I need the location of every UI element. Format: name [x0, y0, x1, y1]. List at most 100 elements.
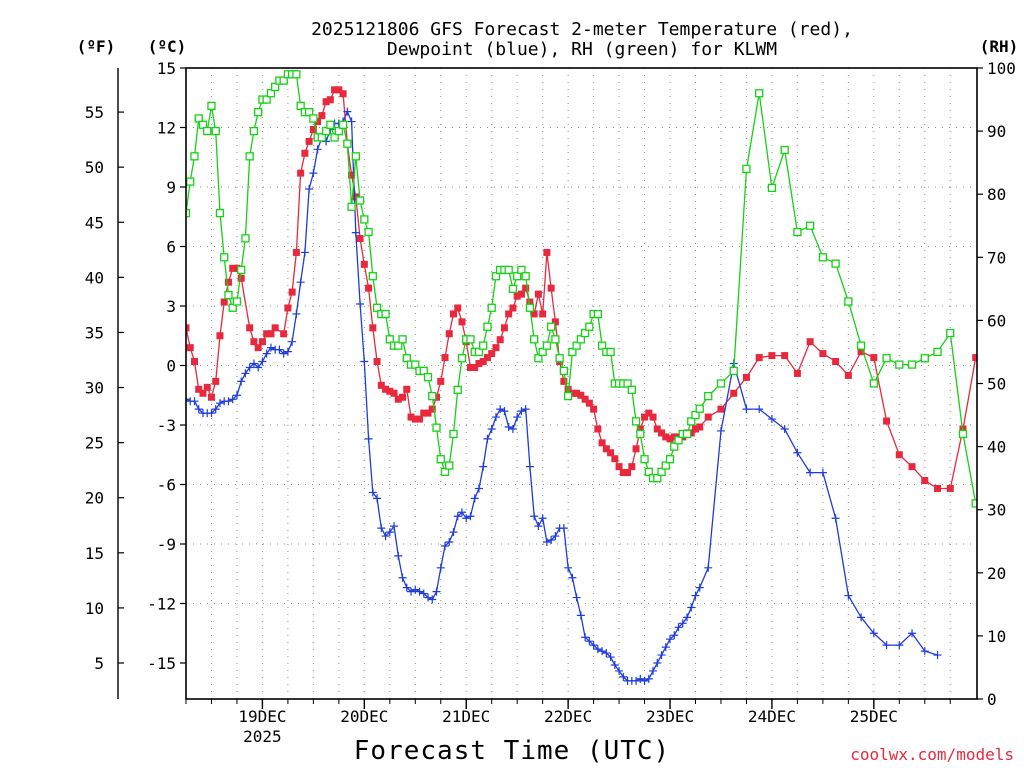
- temperature-point: [229, 264, 237, 272]
- x-axis-title: Forecast Time (UTC): [354, 736, 670, 766]
- dewpoint-point: [547, 536, 556, 545]
- temperature-point: [883, 417, 891, 425]
- dewpoint-point: [683, 613, 692, 622]
- fahrenheit-tick-label: 10: [85, 599, 104, 618]
- temperature-point: [369, 324, 377, 332]
- dewpoint-point: [559, 524, 568, 533]
- celsius-tick-label: -15: [147, 654, 176, 673]
- dewpoint-point: [300, 248, 309, 257]
- dewpoint-point: [483, 434, 492, 443]
- temperature-point: [666, 435, 674, 443]
- data-series: [186, 70, 977, 685]
- celsius-tick-label: 15: [157, 59, 176, 78]
- temperature-point: [335, 86, 343, 94]
- rh-point: [933, 347, 942, 357]
- rh-point: [521, 272, 530, 281]
- dewpoint-point: [351, 228, 360, 237]
- temperature-point: [190, 358, 198, 366]
- dewpoint-point: [895, 641, 904, 650]
- dewpoint-point: [296, 278, 305, 287]
- rh-point: [474, 347, 484, 357]
- temperature-point: [433, 393, 441, 401]
- dewpoint-point: [415, 587, 424, 596]
- fahrenheit-tick-label: 15: [85, 544, 104, 563]
- rh-tick-label: 100: [987, 59, 1016, 78]
- dewpoint-point: [190, 397, 199, 406]
- rh-point: [644, 467, 653, 476]
- dewpoint-point: [640, 676, 649, 685]
- temperature-point: [972, 354, 977, 362]
- temperature-point: [636, 425, 644, 433]
- rh-point: [347, 202, 356, 211]
- temperature-point: [203, 383, 211, 391]
- temperature-point: [356, 235, 364, 243]
- dewpoint-point: [598, 647, 607, 656]
- dewpoint-point: [755, 405, 764, 414]
- dewpoint-point: [593, 645, 602, 654]
- rh-point: [691, 410, 700, 420]
- rh-point: [428, 391, 437, 401]
- rh-point: [687, 417, 696, 426]
- rh-point: [364, 227, 373, 237]
- temperature-point: [441, 354, 449, 362]
- rh-point: [453, 385, 462, 394]
- rh-point: [296, 101, 305, 111]
- dewpoint-point: [368, 488, 377, 497]
- axes: -15-12-9-6-30369121551015202530354045505…: [85, 59, 1016, 746]
- dewpoint-point: [704, 563, 713, 572]
- temperature-point: [458, 318, 466, 326]
- temperature-point: [339, 90, 347, 98]
- temperature-point: [301, 149, 309, 157]
- dewpoint-point: [606, 653, 615, 662]
- temperature-point: [628, 463, 636, 471]
- temperature-point: [934, 484, 942, 492]
- temperature-point: [348, 171, 356, 179]
- rh-point: [576, 335, 586, 344]
- dewpoint-point: [491, 413, 500, 422]
- rh-point: [508, 284, 518, 294]
- dewpoint-point: [211, 405, 220, 414]
- rh-unit-label: (RH): [980, 37, 1019, 56]
- rh-point: [445, 461, 454, 470]
- rh-point: [585, 322, 594, 331]
- temperature-point: [420, 409, 428, 417]
- dewpoint-point: [381, 532, 390, 541]
- temperature-point: [360, 260, 368, 268]
- dewpoint-point: [364, 434, 373, 443]
- temperature-point: [263, 330, 271, 338]
- temperature-point: [284, 304, 292, 312]
- rh-point: [513, 272, 522, 281]
- temperature-point: [577, 391, 585, 399]
- rh-point: [661, 461, 670, 470]
- rh-point: [657, 467, 666, 476]
- dewpoint-point: [445, 538, 454, 547]
- rh-point: [742, 164, 751, 174]
- dewpoint-point: [780, 424, 789, 433]
- temperature-point: [258, 338, 266, 346]
- temperature-point: [806, 338, 814, 346]
- temperature-point: [513, 292, 521, 300]
- rh-point: [704, 391, 713, 401]
- rh-point: [895, 360, 904, 369]
- rh-point: [215, 208, 225, 218]
- dewpoint-point: [525, 462, 534, 471]
- rh-tick-label: 10: [987, 627, 1006, 646]
- dewpoint-point: [670, 631, 679, 640]
- dewpoint-point: [636, 674, 645, 683]
- x-date-label: 25DEC: [850, 707, 898, 726]
- dewpoint-point: [661, 643, 670, 652]
- rh-point: [805, 221, 815, 230]
- rh-point: [432, 423, 441, 432]
- temperature-point: [598, 439, 606, 447]
- dewpoint-point: [283, 347, 292, 356]
- dewpoint-point: [649, 666, 658, 675]
- dewpoint-point: [215, 399, 224, 408]
- rh-point: [398, 335, 407, 344]
- rh-point: [186, 177, 195, 186]
- rh-point: [572, 341, 581, 350]
- dewpoint-point: [674, 623, 683, 632]
- dewpoint-point: [632, 676, 641, 685]
- dewpoint-point: [538, 514, 547, 523]
- dewpoint-point: [424, 593, 433, 602]
